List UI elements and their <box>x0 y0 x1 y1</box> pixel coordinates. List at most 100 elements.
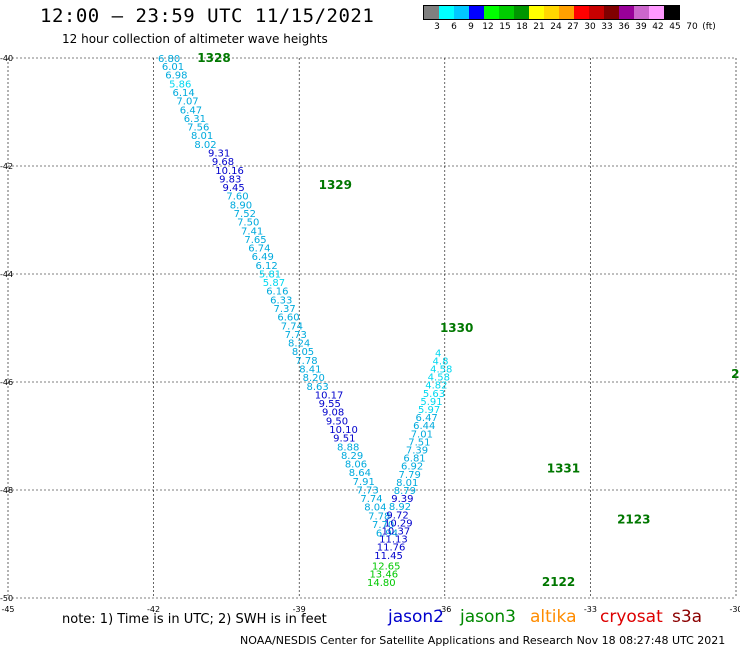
data-point-label: 6.81 <box>403 454 425 465</box>
page-title: 12:00 — 23:59 UTC 11/15/2021 <box>40 5 375 27</box>
legend-swatch <box>484 6 499 19</box>
legend-label: 30 <box>584 22 596 32</box>
footer-note: note: 1) Time is in UTC; 2) SWH is in fe… <box>62 612 327 627</box>
data-point-label: 7.56 <box>187 123 209 134</box>
data-point-label: 8.24 <box>288 339 310 350</box>
legend-label: 6 <box>451 22 457 32</box>
data-point-label: 6.16 <box>266 287 288 298</box>
legend-label: 42 <box>652 22 664 32</box>
legend-swatch <box>634 6 649 19</box>
data-point-label: 7.65 <box>244 235 266 246</box>
data-point-label: 6.74 <box>248 244 270 255</box>
data-point-label: 6.01 <box>162 62 184 73</box>
legend-swatch <box>649 6 664 19</box>
chart-subtitle: 12 hour collection of altimeter wave hei… <box>62 32 328 46</box>
data-point-label: 6.94 <box>376 529 398 540</box>
legend-label: 27 <box>567 22 579 32</box>
data-point-label: 10.29 <box>384 518 413 529</box>
data-point-label: 6.12 <box>256 261 278 272</box>
data-point-label: 9.72 <box>386 510 408 521</box>
mission-s3a: s3a <box>672 607 703 627</box>
data-point-label: 7.74 <box>281 321 303 332</box>
wave-height-legend: 3 6 9 12 15 18 21 24 27 30 33 36 39 42 45 70 (ft) <box>423 5 716 36</box>
data-point-label: 9.55 <box>319 399 341 410</box>
data-point-label: 8.41 <box>299 365 321 376</box>
data-point-label: 6.98 <box>165 71 187 82</box>
data-point-label: 7.78 <box>368 511 390 522</box>
data-point-label: 7.01 <box>411 429 433 440</box>
data-point-label: 9.45 <box>223 183 245 194</box>
data-point-label: 4.82 <box>425 381 447 392</box>
legend-swatch <box>559 6 574 19</box>
legend-color-bar <box>423 5 680 20</box>
data-point-label: 6.92 <box>401 462 423 473</box>
legend-swatch <box>469 6 484 19</box>
pass-number-label: 1330 <box>440 321 473 335</box>
data-point-label: 7.41 <box>241 226 263 237</box>
data-point-label: 7.91 <box>353 477 375 488</box>
legend-label: 3 <box>434 22 440 32</box>
data-point-label: 7.79 <box>399 470 421 481</box>
legend-label: 15 <box>499 22 511 32</box>
legend-swatch <box>664 6 679 19</box>
data-point-label: 9.68 <box>212 157 234 168</box>
data-point-label: 14.80 <box>367 578 396 589</box>
data-point-label: 8.90 <box>230 200 252 211</box>
data-point-label: 6.60 <box>277 313 299 324</box>
legend-swatch <box>499 6 514 19</box>
data-point-label: 6.49 <box>252 252 274 263</box>
legend-swatch <box>619 6 634 19</box>
legend-label: 70 <box>686 22 698 32</box>
x-tick-label: -39 <box>293 605 306 614</box>
data-point-label: 9.08 <box>322 408 344 419</box>
legend-label: (ft) <box>702 22 716 32</box>
x-tick-label: -42 <box>147 605 160 614</box>
data-point-label: 7.73 <box>285 330 307 341</box>
data-point-label: 6.44 <box>413 421 435 432</box>
data-point-label: 9.51 <box>333 434 355 445</box>
x-tick-label: -33 <box>584 605 597 614</box>
legend-swatch <box>439 6 454 19</box>
data-point-label: 11.13 <box>379 535 408 546</box>
legend-swatch <box>424 6 439 19</box>
pass-number-label: 2 <box>731 367 739 381</box>
y-tick-label: -40 <box>0 54 13 63</box>
data-point-label: 4 <box>435 348 441 359</box>
y-tick-label: -42 <box>0 162 13 171</box>
legend-labels: 3 6 9 12 15 18 21 24 27 30 33 36 39 42 45 70 (ft) <box>423 22 716 36</box>
legend-swatch <box>529 6 544 19</box>
legend-label: 39 <box>635 22 647 32</box>
mission-cryosat: cryosat <box>600 607 663 627</box>
y-tick-label: -44 <box>0 270 13 279</box>
legend-swatch <box>454 6 469 19</box>
data-point-label: 8.92 <box>389 502 411 513</box>
y-tick-label: -48 <box>0 486 13 495</box>
x-tick-label: -45 <box>1 605 14 614</box>
data-point-label: 7.60 <box>226 192 248 203</box>
data-point-label: 5.81 <box>259 269 281 280</box>
legend-swatch <box>604 6 619 19</box>
pass-number-label: 1328 <box>197 51 230 65</box>
data-point-label: 8.05 <box>292 347 314 358</box>
data-point-label: 8.20 <box>303 373 325 384</box>
data-point-label: 10.37 <box>382 527 411 538</box>
data-point-label: 5.97 <box>418 405 440 416</box>
mission-jason3: jason3 <box>460 607 516 627</box>
data-point-label: 10.10 <box>329 425 358 436</box>
data-point-label: 8.04 <box>364 503 386 514</box>
data-point-label: 9.83 <box>219 174 241 185</box>
y-tick-label: -46 <box>0 378 13 387</box>
data-point-label: 4.8 <box>433 356 449 367</box>
data-point-label: 6.80 <box>158 54 180 65</box>
data-point-label: 7.73 <box>356 485 378 496</box>
mission-jason2: jason2 <box>388 607 444 627</box>
legend-label: 18 <box>516 22 528 32</box>
legend-label: 45 <box>669 22 681 32</box>
legend-swatch <box>544 6 559 19</box>
data-point-label: 7.78 <box>295 356 317 367</box>
legend-label: 36 <box>618 22 630 32</box>
data-point-label: 8.64 <box>349 468 371 479</box>
pass-number-label: 2123 <box>617 513 650 527</box>
legend-label: 33 <box>601 22 613 32</box>
footer-credit: NOAA/NESDIS Center for Satellite Applica… <box>240 634 726 647</box>
